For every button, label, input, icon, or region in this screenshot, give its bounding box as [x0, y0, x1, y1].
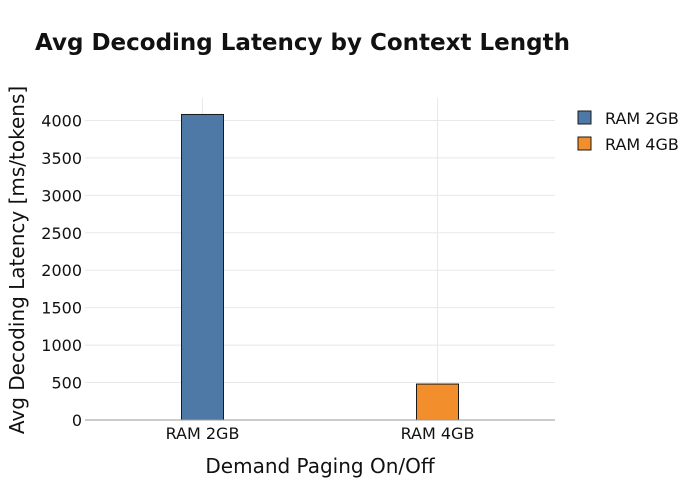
legend: RAM 2GB RAM 4GB	[577, 109, 679, 154]
legend-swatch	[577, 110, 592, 125]
y-axis-title: Avg Decoding Latency [ms/tokens]	[5, 86, 29, 434]
y-tick-label: 1500	[41, 299, 82, 318]
legend-label: RAM 4GB	[605, 135, 679, 154]
y-tick-label: 3000	[41, 186, 82, 205]
y-tick-label: 0	[72, 411, 82, 430]
x-tick-label: RAM 2GB	[166, 424, 240, 443]
y-tick-label: 4000	[41, 111, 82, 130]
y-tick-label: 2500	[41, 224, 82, 243]
legend-label: RAM 2GB	[605, 109, 679, 128]
y-tick-label: 2000	[41, 261, 82, 280]
x-axis-title: Demand Paging On/Off	[205, 454, 435, 478]
gridlines	[85, 98, 555, 420]
bars	[181, 113, 459, 421]
bar-ram-2gb	[181, 113, 224, 421]
y-tick-label: 1000	[41, 336, 82, 355]
x-tick-label: RAM 4GB	[401, 424, 475, 443]
y-axis-ticks: 0 500 1000 1500 2000 2500 3000 3500 4000	[41, 111, 82, 430]
legend-swatch	[577, 136, 592, 151]
chart-title: Avg Decoding Latency by Context Length	[35, 30, 570, 56]
bar-ram-4gb	[416, 383, 459, 421]
y-tick-label: 500	[51, 374, 82, 393]
y-tick-label: 3500	[41, 149, 82, 168]
x-axis-ticks: RAM 2GB RAM 4GB	[166, 424, 475, 443]
